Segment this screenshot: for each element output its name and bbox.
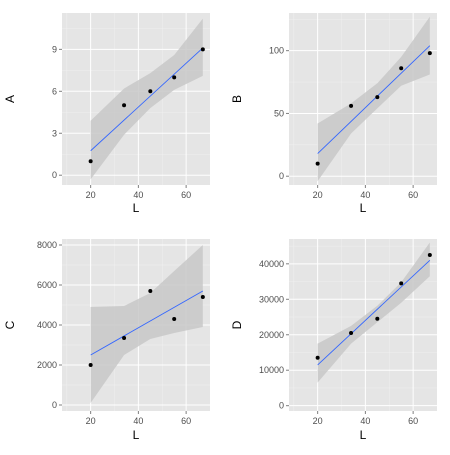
data-point	[349, 103, 354, 108]
y-tick-label: 6000	[37, 280, 57, 290]
confidence-band	[317, 16, 430, 182]
x-tick-label: 40	[133, 190, 143, 200]
fit-line	[317, 259, 431, 366]
data-point	[375, 95, 380, 100]
y-tick-label: 50	[274, 108, 284, 118]
data-point	[172, 75, 177, 80]
data-point	[88, 159, 93, 164]
x-axis-title: L	[360, 201, 367, 215]
fit-line	[90, 290, 204, 356]
data-point	[399, 66, 404, 71]
y-tick-label: 100	[269, 46, 284, 56]
data-point	[315, 355, 320, 360]
x-axis-title: L	[133, 201, 140, 215]
y-tick-label: 10000	[259, 365, 284, 375]
y-tick-label: 6	[52, 86, 57, 96]
fit-line	[317, 45, 431, 154]
y-tick-label: 0	[52, 170, 57, 180]
y-tick-label: 20000	[259, 330, 284, 340]
panel-b: 20 40 60 0 50 100 L B	[230, 13, 437, 215]
x-tick-label: 60	[181, 416, 191, 426]
x-tick-label: 20	[86, 416, 96, 426]
panel-c: 20 40 60 0 2000 4000 6000 8000 L C	[3, 239, 210, 442]
y-tick-label: 9	[52, 44, 57, 54]
x-tick-label: 20	[313, 190, 323, 200]
x-axis-title: L	[360, 428, 367, 442]
y-tick-label: 3	[52, 128, 57, 138]
y-tick-label: 4000	[37, 320, 57, 330]
y-axis-title: D	[230, 320, 244, 329]
x-tick-label: 60	[408, 416, 418, 426]
y-axis-title: A	[3, 95, 17, 103]
x-tick-label: 40	[133, 416, 143, 426]
x-tick-label: 60	[181, 190, 191, 200]
data-point	[399, 281, 404, 286]
data-point	[172, 317, 177, 321]
y-tick-label: 30000	[259, 294, 284, 304]
x-tick-label: 60	[408, 190, 418, 200]
x-axis-title: L	[133, 428, 140, 442]
panel-d: 20 40 60 0 10000 20000 30000 40000 L D	[230, 239, 437, 442]
y-tick-label: 0	[279, 171, 284, 181]
x-tick-label: 40	[360, 190, 370, 200]
data-point	[315, 161, 320, 166]
data-point	[200, 295, 205, 299]
x-tick-label: 20	[86, 190, 96, 200]
data-point	[375, 316, 380, 321]
confidence-band	[90, 245, 203, 403]
data-point	[88, 363, 93, 367]
data-point	[122, 103, 127, 108]
panel-a: 20 40 60 0 3 6 9 L A	[3, 13, 210, 215]
data-point	[349, 330, 354, 335]
y-tick-label: 8000	[37, 240, 57, 250]
fit-line	[90, 47, 204, 152]
x-tick-label: 40	[360, 416, 370, 426]
y-tick-label: 0	[279, 401, 284, 411]
y-axis-title: B	[230, 95, 244, 103]
y-tick-label: 0	[52, 400, 57, 410]
data-point	[122, 336, 127, 340]
data-point	[148, 89, 153, 94]
data-point	[427, 51, 432, 56]
y-tick-label: 2000	[37, 360, 57, 370]
y-axis-title: C	[3, 320, 17, 329]
data-point	[427, 252, 432, 257]
x-tick-label: 20	[313, 416, 323, 426]
y-tick-label: 40000	[259, 259, 284, 269]
data-point	[200, 47, 205, 52]
data-point	[148, 289, 153, 293]
